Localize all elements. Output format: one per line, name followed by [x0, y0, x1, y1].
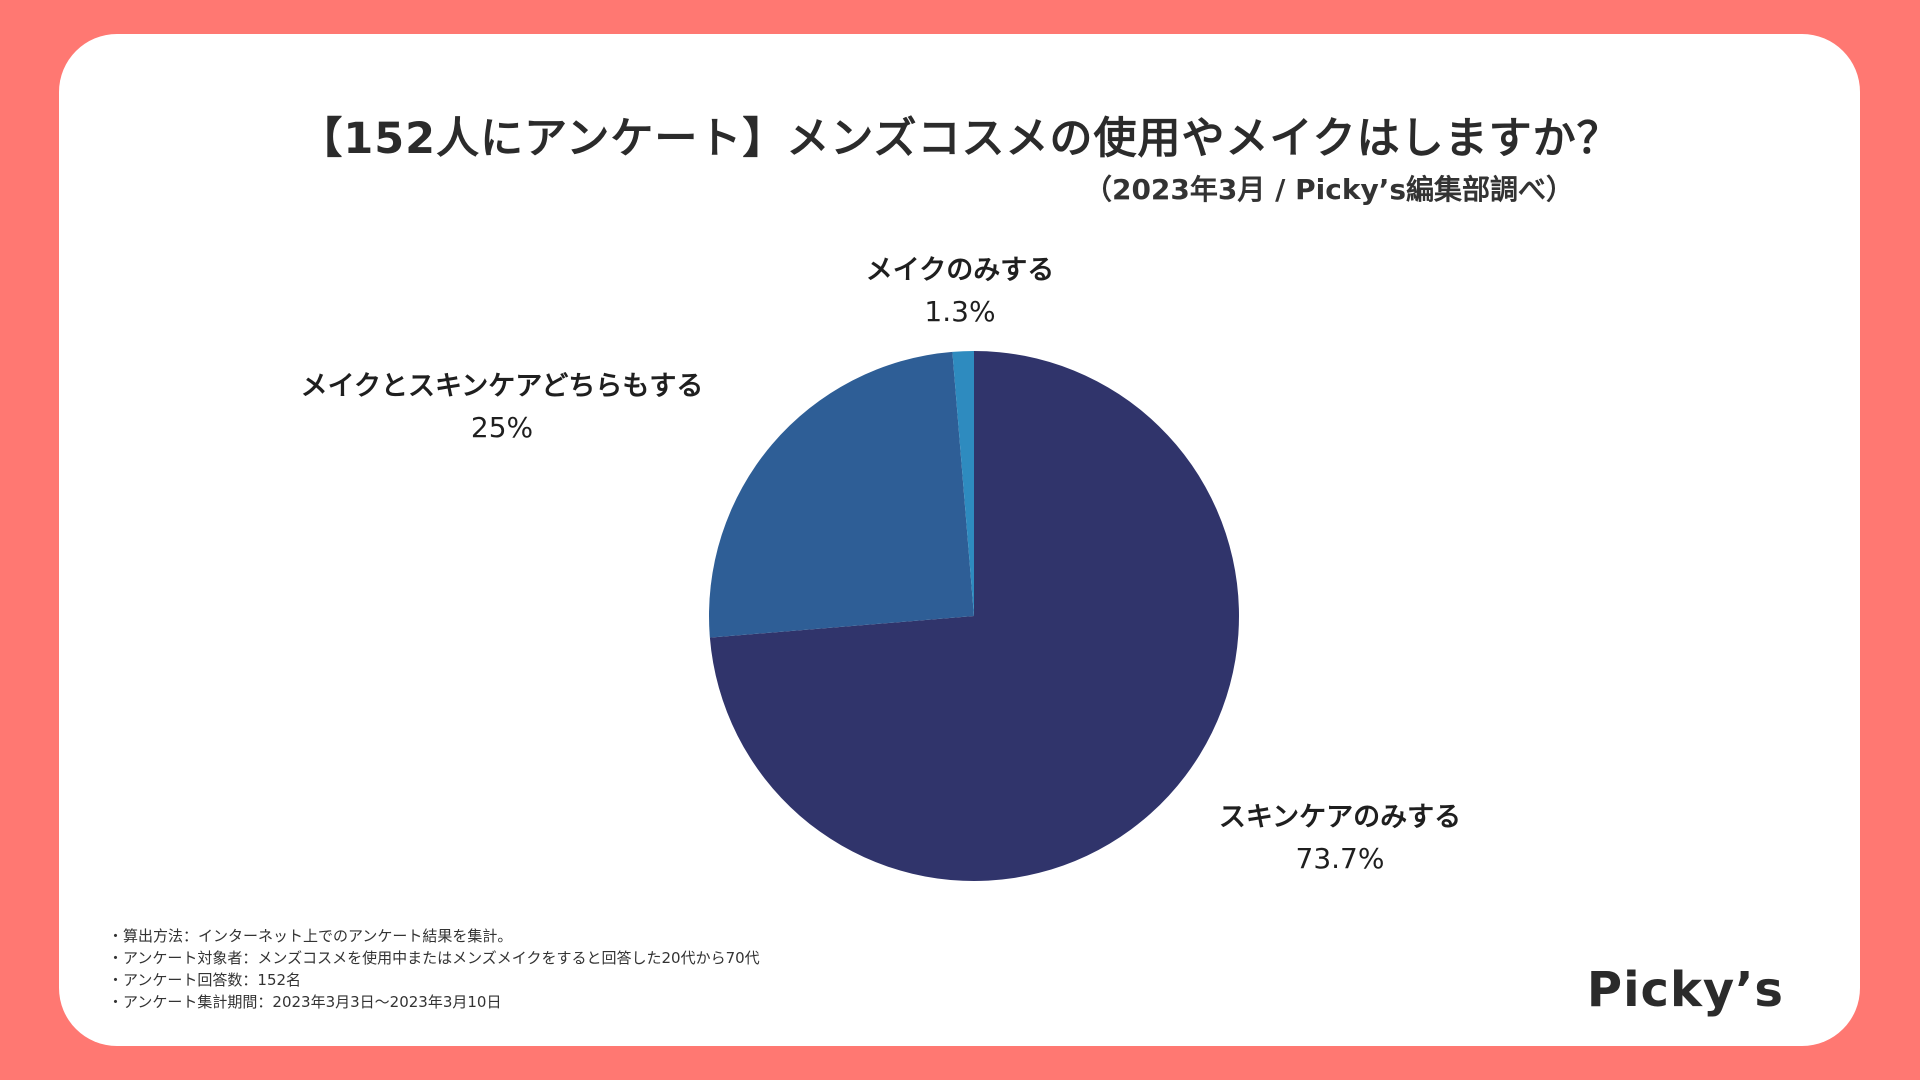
label-skincare-only: スキンケアのみする 73.7%	[1190, 797, 1490, 879]
label-both: メイクとスキンケアどちらもする 25%	[262, 366, 742, 448]
note-target: ・アンケート対象者：メンズコスメを使用中またはメンズメイクをすると回答した20代…	[108, 949, 760, 967]
survey-notes: ・算出方法：インターネット上でのアンケート結果を集計。 ・アンケート対象者：メン…	[108, 925, 760, 1013]
label-makeup-only-name: メイクのみする	[865, 255, 1055, 286]
label-both-value: 25%	[470, 411, 534, 444]
label-both-name: メイクとスキンケアどちらもする	[300, 371, 704, 402]
note-period: ・アンケート集計期間：2023年3月3日〜2023年3月10日	[108, 993, 502, 1011]
label-skincare-only-name: スキンケアのみする	[1218, 802, 1462, 833]
slice-both	[709, 351, 974, 638]
label-makeup-only: メイクのみする 1.3%	[860, 250, 1060, 332]
label-makeup-only-value: 1.3%	[924, 295, 996, 328]
slice-makeup-only	[952, 351, 974, 616]
chart-title: 【152人にアンケート】メンズコスメの使用やメイクはしますか？	[299, 114, 1621, 164]
slice-skincare-only	[709, 351, 1239, 881]
note-method: ・算出方法：インターネット上でのアンケート結果を集計。	[108, 927, 513, 945]
label-skincare-only-value: 73.7%	[1295, 842, 1385, 875]
note-responses: ・アンケート回答数：152名	[108, 971, 302, 989]
chart-subtitle: （2023年3月 / Picky’s編集部調べ）	[1083, 173, 1574, 206]
pickys-logo: Picky’s	[1586, 962, 1784, 1018]
